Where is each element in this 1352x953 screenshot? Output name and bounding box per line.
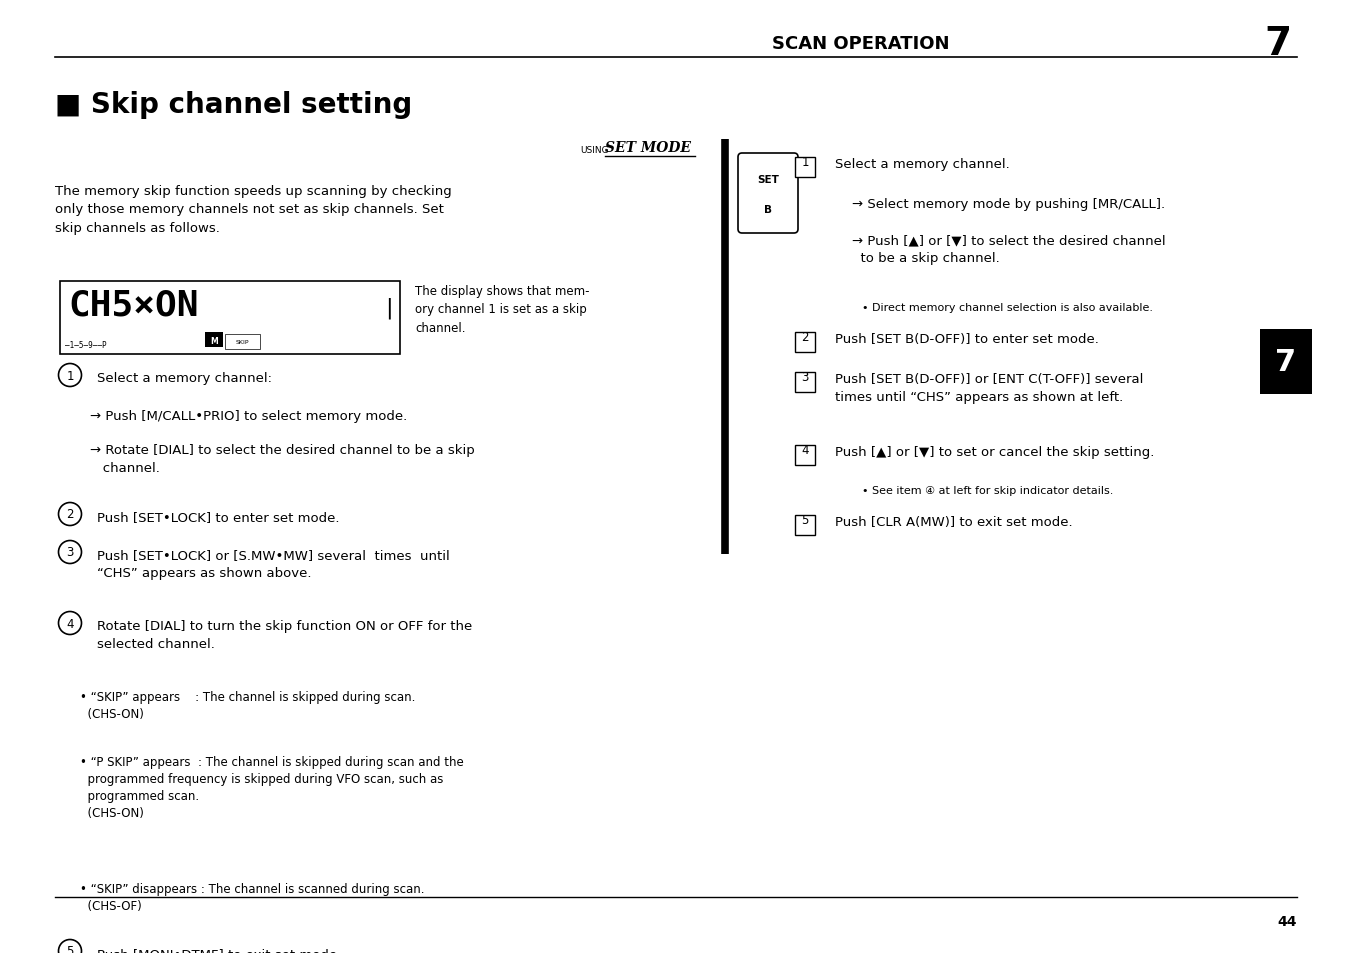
Text: Select a memory channel.: Select a memory channel. — [836, 158, 1010, 171]
Text: • “SKIP” disappears : The channel is scanned during scan.
  (CHS-OF): • “SKIP” disappears : The channel is sca… — [80, 882, 425, 912]
Text: 7: 7 — [1275, 348, 1297, 376]
FancyBboxPatch shape — [795, 516, 815, 536]
Text: Push [SET•LOCK] or [S.MW•MW] several  times  until
“CHS” appears as shown above.: Push [SET•LOCK] or [S.MW•MW] several tim… — [97, 548, 450, 579]
Text: 1: 1 — [66, 369, 74, 382]
Text: → Rotate [DIAL] to select the desired channel to be a skip
   channel.: → Rotate [DIAL] to select the desired ch… — [91, 443, 475, 475]
Text: SCAN OPERATION: SCAN OPERATION — [772, 35, 950, 53]
Text: 7: 7 — [1265, 25, 1293, 63]
Text: ■ Skip channel setting: ■ Skip channel setting — [55, 91, 412, 119]
Text: –1—5—9——P: –1—5—9——P — [65, 341, 107, 350]
FancyBboxPatch shape — [59, 282, 400, 355]
Text: Push [MONI•DTMF] to exit set mode.: Push [MONI•DTMF] to exit set mode. — [97, 947, 341, 953]
Text: Push [SET B(D-OFF)] or [ENT C(T-OFF)] several
times until “CHS” appears as shown: Push [SET B(D-OFF)] or [ENT C(T-OFF)] se… — [836, 373, 1144, 403]
Text: • See item ④ at left for skip indicator details.: • See item ④ at left for skip indicator … — [863, 485, 1114, 496]
Text: • “P SKIP” appears  : The channel is skipped during scan and the
  programmed fr: • “P SKIP” appears : The channel is skip… — [80, 755, 464, 820]
Text: 5: 5 — [66, 944, 74, 953]
Text: 4: 4 — [802, 444, 808, 457]
Text: • Direct memory channel selection is also available.: • Direct memory channel selection is als… — [863, 303, 1153, 313]
Text: 2: 2 — [66, 508, 74, 521]
Text: → Select memory mode by pushing [MR/CALL].: → Select memory mode by pushing [MR/CALL… — [852, 198, 1165, 211]
Text: CH5×ON: CH5×ON — [68, 288, 199, 322]
Text: SKIP: SKIP — [235, 340, 249, 345]
Text: • “SKIP” appears    : The channel is skipped during scan.
  (CHS-ON): • “SKIP” appears : The channel is skippe… — [80, 690, 415, 720]
FancyBboxPatch shape — [795, 446, 815, 465]
Text: B: B — [764, 205, 772, 214]
Text: Push [SET•LOCK] to enter set mode.: Push [SET•LOCK] to enter set mode. — [97, 511, 339, 523]
Text: SET: SET — [757, 174, 779, 185]
Text: Push [CLR A(MW)] to exit set mode.: Push [CLR A(MW)] to exit set mode. — [836, 516, 1072, 529]
Text: 1: 1 — [802, 156, 808, 170]
Text: → Push [M/CALL•PRIO] to select memory mode.: → Push [M/CALL•PRIO] to select memory mo… — [91, 410, 407, 422]
Text: → Push [▲] or [▼] to select the desired channel
  to be a skip channel.: → Push [▲] or [▼] to select the desired … — [852, 233, 1165, 265]
Text: SET MODE: SET MODE — [604, 141, 691, 154]
Text: Push [SET B(D-OFF)] to enter set mode.: Push [SET B(D-OFF)] to enter set mode. — [836, 333, 1099, 346]
Text: Select a memory channel:: Select a memory channel: — [97, 372, 272, 385]
FancyBboxPatch shape — [795, 373, 815, 393]
Text: The display shows that mem-
ory channel 1 is set as a skip
channel.: The display shows that mem- ory channel … — [415, 285, 589, 335]
Text: Rotate [DIAL] to turn the skip function ON or OFF for the
selected channel.: Rotate [DIAL] to turn the skip function … — [97, 619, 472, 650]
Text: 2: 2 — [802, 331, 808, 344]
FancyBboxPatch shape — [795, 333, 815, 353]
FancyBboxPatch shape — [224, 335, 260, 350]
Text: 44: 44 — [1278, 914, 1297, 928]
Text: M: M — [210, 336, 218, 345]
Text: 3: 3 — [802, 371, 808, 384]
FancyBboxPatch shape — [795, 158, 815, 178]
Text: 4: 4 — [66, 617, 74, 630]
FancyBboxPatch shape — [206, 333, 223, 348]
Text: USING: USING — [580, 146, 608, 154]
Text: 3: 3 — [66, 546, 74, 558]
FancyBboxPatch shape — [1260, 330, 1311, 395]
Text: Push [▲] or [▼] to set or cancel the skip setting.: Push [▲] or [▼] to set or cancel the ski… — [836, 446, 1155, 458]
Text: The memory skip function speeds up scanning by checking
only those memory channe: The memory skip function speeds up scann… — [55, 185, 452, 234]
FancyBboxPatch shape — [738, 153, 798, 233]
Text: 5: 5 — [802, 514, 808, 527]
Text: |: | — [385, 297, 392, 318]
